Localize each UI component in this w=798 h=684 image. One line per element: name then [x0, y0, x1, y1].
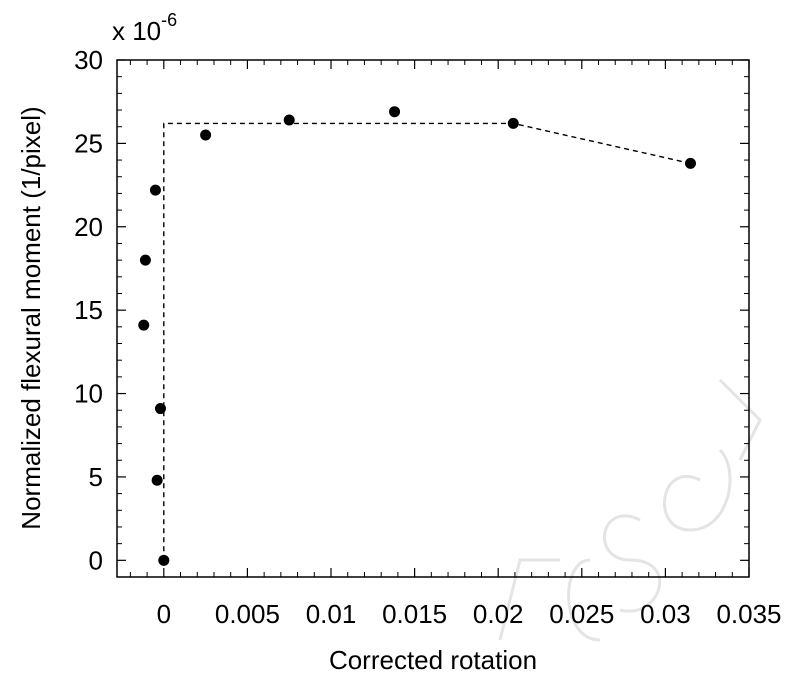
data-point: [138, 319, 150, 331]
y-tick-label: 0: [89, 545, 103, 575]
plot-frame: [116, 59, 750, 578]
axis-ticks: [117, 59, 750, 577]
y-axis-label: Normalized flexural moment (1/pixel): [16, 106, 46, 529]
data-point: [154, 403, 166, 415]
fit-line: [163, 122, 691, 561]
data-point: [684, 157, 696, 169]
y-axis-multiplier-base: x 10: [112, 16, 161, 46]
data-point: [149, 184, 161, 196]
data-point: [200, 129, 212, 141]
y-tick-label: 25: [74, 128, 103, 158]
data-point: [389, 106, 401, 118]
axis-tick-labels: 0 0.005 0.01 0.015 0.02 0.025 0.03 0.035 0 5 10 15 2…: [74, 45, 781, 629]
data-point: [507, 117, 519, 129]
data-point: [283, 114, 295, 126]
data-point: [139, 254, 151, 266]
x-tick-label: 0.02: [473, 599, 524, 629]
x-tick-label: 0.015: [382, 599, 447, 629]
y-axis-multiplier: x 10-6: [112, 10, 177, 46]
y-tick-label: 20: [74, 212, 103, 242]
data-points: [138, 106, 696, 566]
fit-line-group: [163, 122, 691, 561]
x-tick-label: 0.03: [640, 599, 691, 629]
x-tick-label: 0: [157, 599, 171, 629]
data-point: [151, 474, 163, 486]
y-axis-multiplier-exponent: -6: [161, 10, 177, 30]
y-tick-label: 10: [74, 379, 103, 409]
y-tick-label: 5: [89, 462, 103, 492]
y-tick-label: 30: [74, 45, 103, 75]
x-tick-label: 0.035: [716, 599, 781, 629]
watermark: [498, 378, 762, 642]
x-axis-label: Corrected rotation: [329, 645, 537, 675]
y-tick-label: 15: [74, 295, 103, 325]
x-tick-label: 0.01: [306, 599, 357, 629]
x-tick-label: 0.025: [549, 599, 614, 629]
data-point: [158, 554, 170, 566]
x-tick-label: 0.005: [215, 599, 280, 629]
